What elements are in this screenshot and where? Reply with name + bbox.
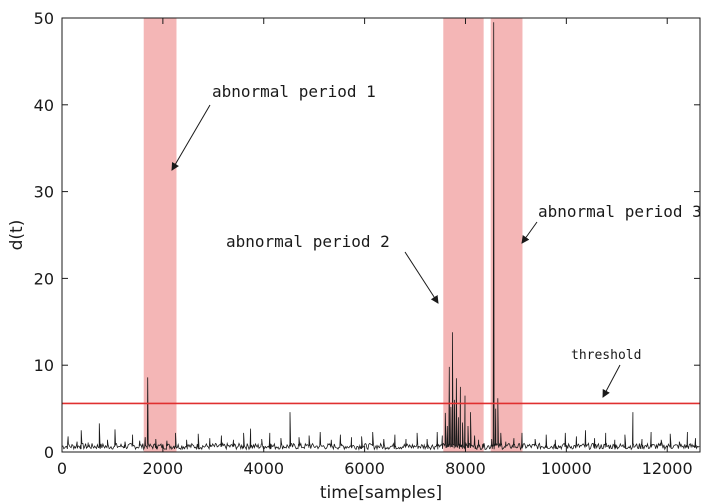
abnormal-period-3-arrow [521, 221, 538, 244]
signal-line [61, 22, 700, 451]
abnormal-period-3-label: abnormal period 3 [538, 202, 702, 221]
x-tick-label: 0 [57, 459, 67, 478]
threshold-arrow [602, 364, 621, 398]
y-tick-label: 30 [34, 183, 54, 202]
y-tick-label: 20 [34, 269, 54, 288]
x-tick-label: 4000 [243, 459, 284, 478]
abnormal-period-2-label: abnormal period 2 [226, 232, 390, 251]
y-tick-label: 10 [34, 356, 54, 375]
annotations: abnormal period 1 abnormal period 2 abnorm… [171, 82, 702, 398]
abnormal-period-1-arrow [171, 104, 211, 171]
x-tick-label: 12000 [642, 459, 693, 478]
abnormal-band-1 [143, 18, 177, 452]
x-axis-ticks: 0 2000 4000 6000 8000 10000 12000 [57, 18, 693, 478]
abnormal-period-1-label: abnormal period 1 [212, 82, 376, 101]
y-tick-label: 0 [44, 443, 54, 462]
y-axis-label: d(t) [7, 220, 27, 251]
abnormal-band-3 [490, 18, 523, 452]
abnormal-band-2 [443, 18, 484, 452]
abnormal-bands [143, 18, 523, 452]
threshold-label: threshold [571, 348, 641, 363]
y-tick-label: 50 [34, 9, 54, 28]
x-tick-label: 2000 [143, 459, 184, 478]
x-tick-label: 10000 [541, 459, 592, 478]
y-axis-ticks: 0 10 20 30 40 50 [34, 9, 700, 462]
plot-frame [61, 17, 701, 453]
signal-series [61, 22, 700, 451]
x-axis-label: time[samples] [320, 483, 442, 502]
x-tick-label: 6000 [344, 459, 385, 478]
y-tick-label: 40 [34, 96, 54, 115]
abnormal-period-2-arrow [404, 251, 439, 304]
x-tick-label: 8000 [445, 459, 486, 478]
